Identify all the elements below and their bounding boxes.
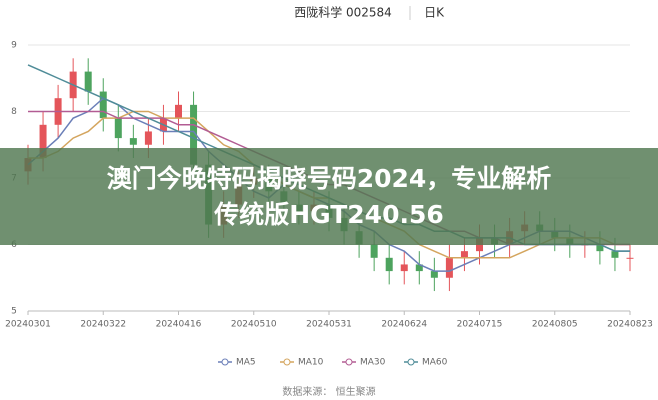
chart-title: 西陇科学 002584 (294, 5, 392, 20)
candle-body (460, 251, 468, 258)
candle-body (400, 264, 408, 272)
x-tick-label: 20240416 (156, 320, 202, 330)
legend-label: MA60 (422, 358, 448, 368)
x-tick-label: 20240531 (306, 320, 352, 330)
legend-marker (283, 358, 291, 366)
x-tick-label: 20240624 (381, 320, 427, 330)
y-tick-label: 8 (11, 107, 17, 117)
x-tick-label: 20240322 (80, 320, 126, 330)
source: 数据来源： 恒生聚源 (282, 385, 375, 398)
candle-body (190, 104, 198, 165)
legend-marker (407, 358, 415, 366)
candle-body (84, 71, 92, 92)
x-tick-label: 20240805 (532, 320, 578, 330)
candle-body (144, 131, 152, 145)
candle-body (596, 244, 604, 252)
candle-body (175, 104, 182, 119)
legend-marker (221, 358, 229, 366)
period: 日K (424, 6, 445, 20)
candle-body (430, 271, 438, 278)
candle-body (385, 257, 393, 272)
x-tick-label: 20240301 (5, 320, 51, 330)
candle-body (129, 138, 137, 145)
y-tick-label: 9 (11, 41, 17, 51)
candle-body (415, 264, 423, 272)
x-tick-label: 20240510 (231, 320, 277, 330)
candle-body (445, 257, 453, 278)
candle-body (370, 244, 378, 258)
x-tick-label: 20240715 (457, 320, 503, 330)
y-tick-label: 6 (11, 240, 17, 250)
banner-text: 澳门今晚特码揭晓号码2024，专业解析传统版HGT240.56 (106, 163, 552, 229)
candle-body (114, 118, 122, 139)
candle-body (39, 124, 47, 159)
y-tick-label: 5 (11, 307, 17, 317)
legend-label: MA5 (236, 358, 256, 368)
banner: 澳门今晚特码揭晓号码2024，专业解析传统版HGT240.56 (0, 148, 658, 245)
x-tick-label: 20240823 (607, 320, 653, 330)
legend-label: MA30 (360, 358, 386, 368)
candle-body (611, 251, 619, 258)
candle-body (626, 257, 634, 259)
candle-body (99, 91, 107, 119)
legend-marker (345, 358, 353, 366)
legend-label: MA10 (298, 358, 324, 368)
